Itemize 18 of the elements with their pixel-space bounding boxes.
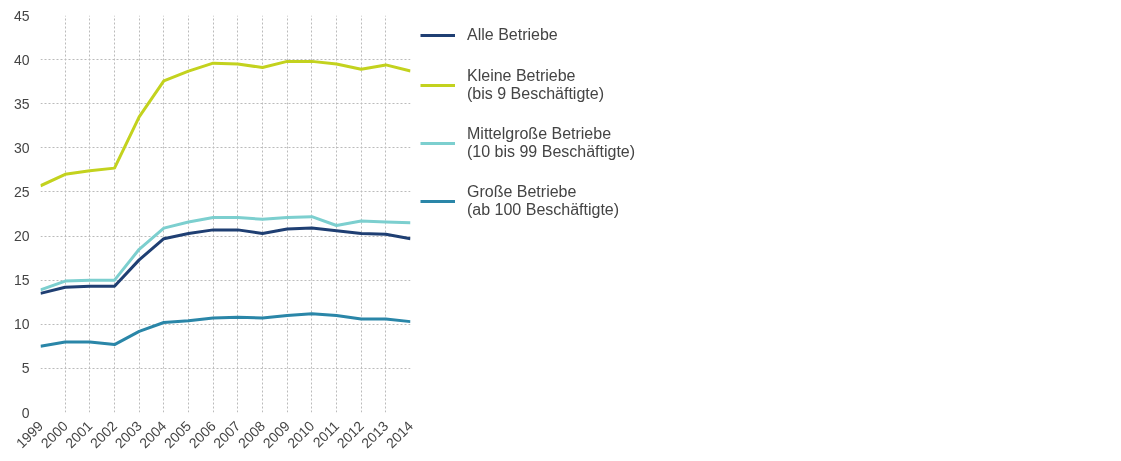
line-series bbox=[40, 59, 411, 188]
y-tick-label: 45 bbox=[13, 7, 30, 24]
legend-label: Mittelgroße Betriebe (10 bis 99 Beschäftigte) bbox=[467, 125, 636, 161]
y-tick-label: 20 bbox=[13, 228, 30, 245]
y-tick-label: 40 bbox=[13, 51, 30, 68]
y-tick-label: 0 bbox=[21, 404, 30, 421]
legend-label: Kleine Betriebe (bis 9 Beschäftigte) bbox=[467, 67, 604, 103]
y-tick-label: 25 bbox=[13, 183, 30, 200]
y-tick-label: 15 bbox=[13, 272, 30, 289]
y-tick-label: 5 bbox=[21, 360, 30, 377]
y-tick-label: 30 bbox=[13, 139, 30, 156]
legend-label: Große Betriebe (ab 100 Beschäftigte) bbox=[467, 183, 620, 219]
y-tick-label: 35 bbox=[13, 95, 30, 112]
y-tick-label: 10 bbox=[13, 316, 30, 333]
line-series bbox=[40, 312, 411, 348]
legend-label: Alle Betriebe bbox=[467, 26, 558, 44]
line-series bbox=[40, 226, 411, 295]
line-series bbox=[40, 215, 411, 292]
